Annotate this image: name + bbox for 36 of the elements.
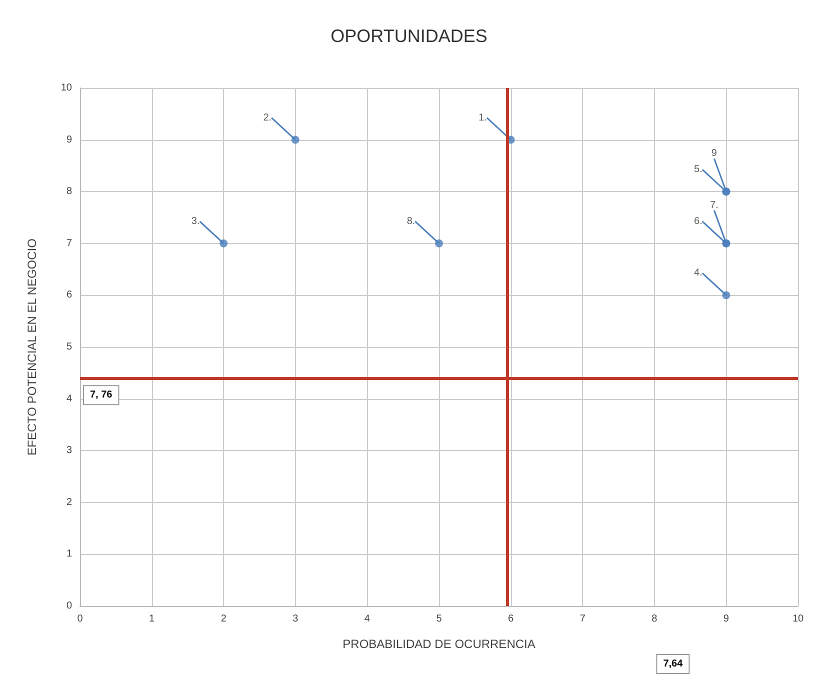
annotation: 4. [694, 268, 702, 279]
y-tick-label: 7 [66, 238, 72, 249]
annotation: 3. [191, 216, 200, 227]
y-tick-label: 1 [66, 548, 72, 560]
y-tick-label: 2 [66, 496, 72, 508]
y-tick-label: 5 [66, 342, 72, 352]
y-tick-label: 4 [66, 393, 72, 404]
x-axis-title: PROBABILIDAD DE OCURRENCIA [342, 637, 536, 651]
annotation: 2. [263, 112, 272, 124]
x-tick-label: 6 [508, 614, 514, 624]
text: 7,64 [663, 658, 684, 670]
x-tick-label: 8 [652, 614, 658, 624]
y-tick-label: 9 [66, 134, 72, 146]
x-tick-label: 9 [723, 614, 730, 624]
x-tick-label: 0 [77, 614, 84, 624]
chart-title: OPORTUNIDADES [330, 26, 488, 46]
y-axis-title: EFECTO POTENCIAL EN EL NEGOCIO [25, 238, 39, 456]
annotation: 5. [694, 164, 702, 176]
annotation: 8. [406, 216, 416, 227]
x-tick-label: 10 [792, 614, 804, 624]
y-tick-label: 8 [66, 186, 72, 198]
annotation: 9 [711, 148, 718, 160]
y-tick-label: 0 [66, 600, 72, 612]
x-tick-label: 4 [364, 614, 370, 624]
x-tick-label: 5 [436, 614, 442, 624]
x-tick-label: 7 [580, 614, 586, 624]
x-tick-label: 3 [292, 614, 299, 624]
x-tick-label: 2 [220, 614, 227, 624]
annotation: 6. [694, 216, 702, 227]
annotation: 7. [710, 200, 718, 211]
y-tick-label: 6 [66, 290, 72, 301]
x-tick-label: 1 [149, 614, 156, 624]
y-tick-label: 3 [66, 445, 72, 456]
annotation: 7, 76 [90, 390, 113, 401]
annotation: 1. [478, 112, 487, 124]
y-tick-label: 10 [60, 82, 72, 94]
